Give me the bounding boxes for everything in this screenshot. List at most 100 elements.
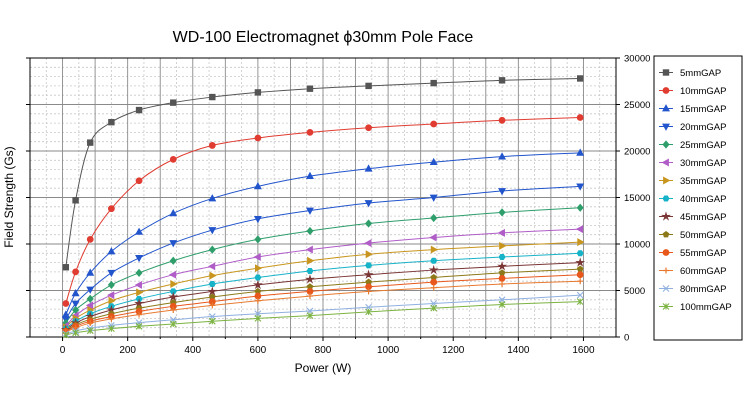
data-point-45mmgap	[207, 286, 218, 296]
data-point-35mmgap	[209, 271, 217, 280]
y-axis-label: Field Strength (Gs)	[2, 146, 16, 247]
legend-label-100mmgap: 100mmGAP	[680, 302, 732, 313]
legend-label-35mmgap: 35mmGAP	[680, 176, 726, 187]
legend-marker-60mmgap	[663, 267, 669, 274]
data-point-5mmgap	[254, 89, 262, 96]
data-point-30mmgap	[575, 225, 584, 234]
data-point-35mmgap	[365, 250, 373, 259]
legend-label-60mmgap: 60mmGAP	[680, 266, 726, 277]
data-point-25mmgap	[576, 203, 584, 212]
data-point-30mmgap	[429, 233, 437, 242]
data-point-60mmgap	[254, 297, 261, 304]
data-point-25mmgap	[107, 280, 115, 290]
x-tick-label: 1400	[507, 345, 530, 356]
data-point-35mmgap	[577, 238, 585, 247]
data-point-10mmgap	[135, 177, 143, 185]
data-point-15mmgap	[71, 288, 80, 297]
legend-marker-35mmgap	[663, 176, 671, 185]
data-point-60mmgap	[136, 311, 143, 318]
data-point-35mmgap	[430, 245, 439, 254]
legend-label-50mmgap: 50mmGAP	[680, 230, 726, 241]
data-point-40mmgap	[306, 267, 314, 274]
data-point-15mmgap	[169, 208, 178, 217]
data-point-20mmgap	[169, 240, 178, 248]
data-point-10mmgap	[107, 205, 115, 213]
legend-marker-20mmgap	[662, 123, 670, 131]
series-markers	[60, 75, 586, 339]
data-point-35mmgap	[499, 241, 507, 250]
y-tick-label: 25000	[624, 100, 650, 111]
data-point-15mmgap	[364, 164, 373, 172]
data-point-25mmgap	[365, 219, 373, 228]
data-point-25mmgap	[86, 294, 94, 303]
data-point-5mmgap	[170, 99, 177, 106]
data-point-15mmgap	[135, 227, 144, 235]
x-tick-label: 800	[315, 345, 332, 356]
x-tick-label: 1000	[377, 345, 400, 356]
data-point-20mmgap	[107, 269, 116, 278]
legend-marker-30mmgap	[661, 158, 669, 167]
data-point-100mmgap	[365, 308, 372, 316]
legend-marker-40mmgap	[662, 195, 670, 202]
data-point-10mmgap	[576, 114, 584, 121]
legend-marker-100mmgap	[662, 303, 670, 310]
data-point-10mmgap	[430, 120, 438, 128]
data-point-40mmgap	[365, 262, 373, 269]
legend-label-40mmgap: 40mmGAP	[680, 194, 726, 205]
data-point-25mmgap	[430, 213, 438, 223]
data-point-5mmgap	[209, 93, 216, 101]
data-point-80mmgap	[576, 291, 584, 299]
data-point-60mmgap	[108, 315, 115, 322]
data-point-20mmgap	[429, 194, 438, 202]
legend-label-25mmgap: 25mmGAP	[680, 140, 726, 151]
data-point-10mmgap	[498, 116, 506, 124]
data-point-20mmgap	[208, 227, 217, 235]
data-point-5mmgap	[62, 264, 70, 271]
data-point-40mmgap	[430, 257, 438, 264]
y-tick-label: 5000	[624, 286, 645, 297]
data-point-60mmgap	[306, 293, 313, 300]
data-point-10mmgap	[169, 155, 177, 163]
data-point-100mmgap	[72, 329, 79, 337]
data-point-100mmgap	[62, 331, 70, 339]
data-point-55mmgap	[576, 271, 584, 279]
data-point-35mmgap	[254, 264, 263, 273]
data-point-10mmgap	[86, 235, 94, 243]
chart-title: WD-100 Electromagnet ϕ30mm Pole Face	[173, 29, 474, 46]
data-point-60mmgap	[72, 324, 79, 331]
legend-label-80mmgap: 80mmGAP	[680, 284, 726, 295]
data-point-5mmgap	[306, 85, 314, 92]
data-point-20mmgap	[71, 300, 80, 308]
x-tick-label: 200	[119, 345, 136, 356]
data-point-20mmgap	[135, 255, 144, 263]
data-point-100mmgap	[208, 317, 216, 325]
data-point-5mmgap	[498, 77, 506, 84]
data-point-5mmgap	[72, 197, 79, 204]
data-point-10mmgap	[254, 134, 262, 142]
data-point-10mmgap	[208, 142, 216, 149]
data-point-55mmgap	[498, 275, 506, 282]
data-point-45mmgap	[575, 257, 586, 267]
data-point-50mmgap	[576, 265, 584, 272]
x-tick-label: 600	[250, 345, 267, 356]
data-point-15mmgap	[107, 247, 116, 255]
data-point-15mmgap	[576, 148, 585, 156]
data-point-60mmgap	[87, 320, 94, 327]
data-point-30mmgap	[134, 280, 142, 289]
data-point-40mmgap	[169, 288, 177, 295]
data-point-15mmgap	[208, 194, 217, 202]
data-point-20mmgap	[364, 200, 373, 208]
data-point-100mmgap	[254, 315, 262, 322]
legend-marker-45mmgap	[661, 211, 671, 221]
data-point-15mmgap	[253, 182, 262, 190]
data-point-5mmgap	[135, 106, 143, 114]
legend-label-5mmgap: 5mmGAP	[680, 68, 721, 79]
data-point-20mmgap	[498, 188, 507, 196]
data-point-100mmgap	[498, 301, 506, 308]
legend-label-15mmgap: 15mmGAP	[680, 104, 726, 115]
data-point-40mmgap	[208, 280, 216, 287]
legend-label-30mmgap: 30mmGAP	[680, 158, 726, 169]
data-point-60mmgap	[209, 302, 216, 309]
